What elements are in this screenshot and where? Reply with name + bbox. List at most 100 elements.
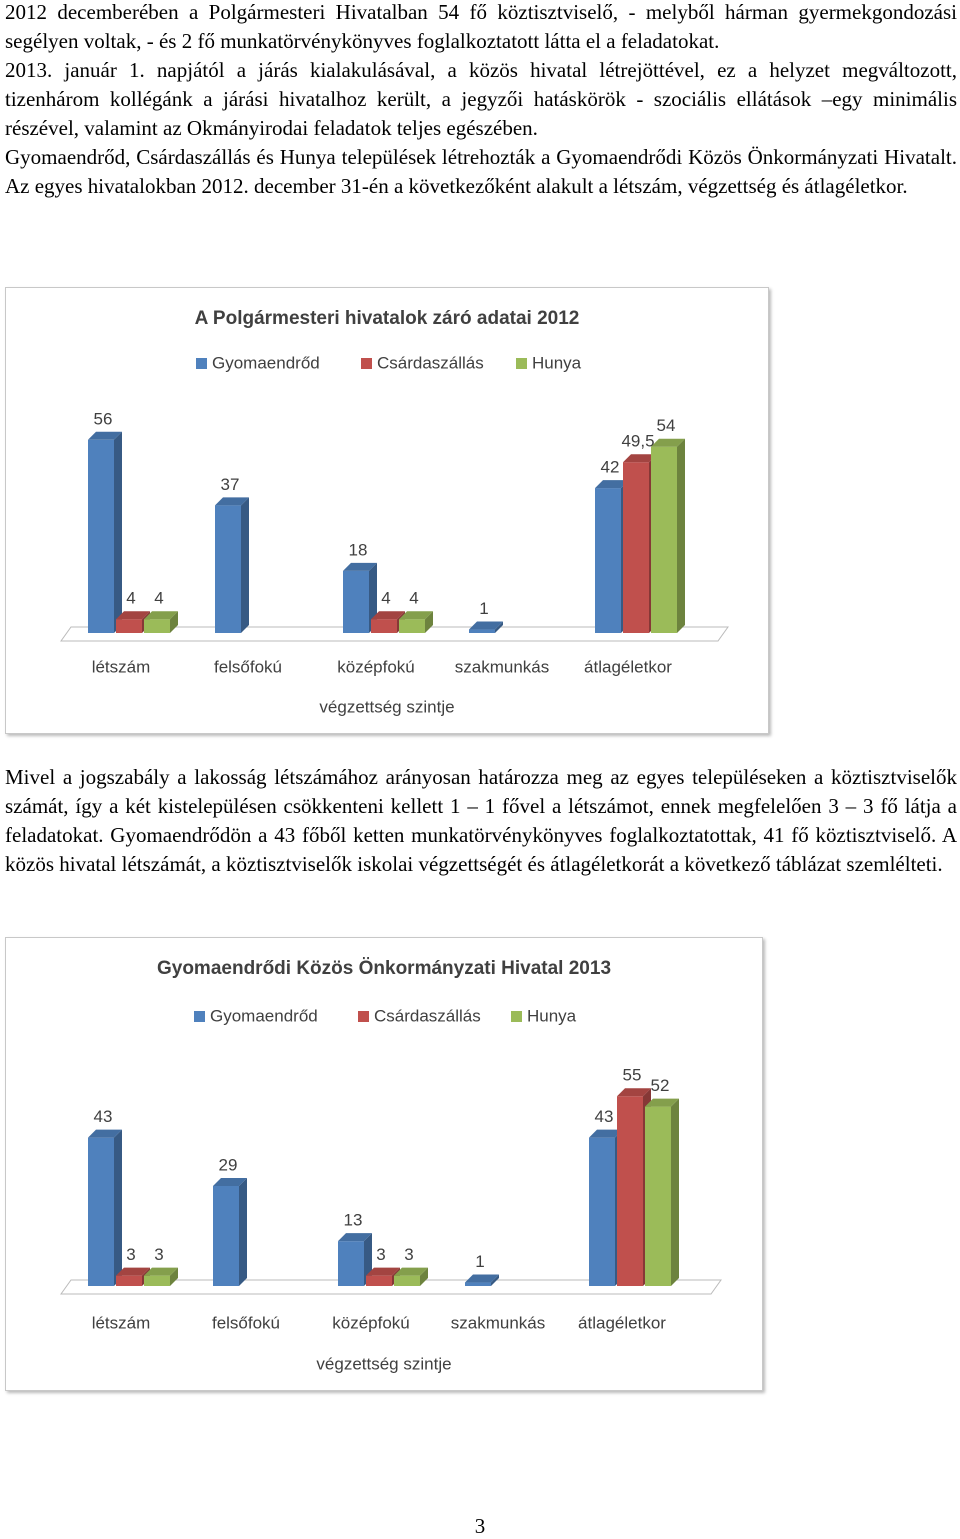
legend-swatch: [516, 358, 527, 369]
x-tick-label: középfokú: [332, 1313, 410, 1332]
bar-top: [88, 1129, 122, 1138]
x-tick-label: szakmunkás: [455, 657, 549, 676]
x-tick-label: létszám: [92, 657, 151, 676]
bar-front: [215, 505, 241, 633]
data-label: 13: [344, 1211, 363, 1230]
paragraph: 2012 decemberében a Polgármesteri Hivata…: [5, 0, 957, 53]
bar: [651, 438, 685, 633]
bar-side: [671, 1098, 679, 1286]
bar-top: [338, 1233, 372, 1242]
x-tick-label: felsőfokú: [212, 1313, 280, 1332]
x-tick-label: átlagéletkor: [584, 657, 672, 676]
bar-top: [144, 1267, 178, 1276]
legend-swatch: [196, 358, 207, 369]
bar-side: [495, 621, 503, 633]
data-label: 4: [409, 589, 418, 608]
bar: [343, 562, 377, 633]
paragraph: 2013. január 1. napjától a járás kialaku…: [5, 58, 957, 140]
data-label: 4: [381, 589, 390, 608]
chart-title: A Polgármesteri hivatalok záró adatai 20…: [195, 308, 580, 329]
data-label: 3: [404, 1245, 413, 1264]
bar-side: [114, 1129, 122, 1286]
bar-front: [343, 570, 369, 633]
x-tick-label: szakmunkás: [451, 1313, 545, 1332]
bar-top: [399, 611, 433, 620]
chart-title: Gyomaendrődi Közös Önkormányzati Hivatal…: [157, 958, 611, 979]
data-label: 49,5: [621, 432, 654, 451]
bar-top: [589, 1129, 623, 1138]
bar: [469, 621, 503, 633]
data-label: 43: [595, 1107, 614, 1126]
bar-top: [469, 621, 503, 630]
bar-front: [399, 619, 425, 633]
bar-side: [239, 1177, 247, 1286]
bar-front: [623, 462, 649, 633]
data-label: 37: [221, 475, 240, 494]
bar-front: [651, 446, 677, 633]
legend-swatch: [511, 1011, 522, 1022]
bar: [144, 611, 178, 633]
bar-top: [215, 497, 249, 506]
bar-front: [88, 439, 114, 633]
data-label: 3: [376, 1245, 385, 1264]
bar: [88, 431, 122, 633]
bar-front: [371, 619, 397, 633]
bar-top: [645, 1098, 679, 1107]
bar-side: [170, 1267, 178, 1286]
bar: [88, 1129, 122, 1286]
bar-front: [116, 1275, 142, 1286]
bar-top: [343, 562, 377, 571]
bar-front: [465, 1282, 491, 1286]
bar-side: [677, 438, 685, 633]
x-axis-title: végzettség szintje: [316, 1354, 451, 1373]
bar-front: [338, 1241, 364, 1286]
bar: [399, 611, 433, 633]
x-tick-label: felsőfokú: [214, 657, 282, 676]
bar: [144, 1267, 178, 1286]
data-label: 29: [219, 1155, 238, 1174]
bar-front: [645, 1106, 671, 1286]
bar-top: [213, 1177, 247, 1186]
bar-top: [366, 1267, 400, 1276]
legend-label: Gyomaendrőd: [212, 353, 320, 372]
bar-top: [116, 611, 150, 620]
bar-side: [170, 611, 178, 633]
x-tick-label: középfokú: [337, 657, 415, 676]
data-label: 4: [126, 589, 135, 608]
bar-top: [88, 431, 122, 440]
bar-front: [595, 488, 621, 633]
bar-side: [425, 611, 433, 633]
paragraph: Mivel a jogszabály a lakosság létszámáho…: [5, 765, 957, 876]
bar: [215, 497, 249, 633]
bar-front: [88, 1137, 114, 1286]
bar-top: [394, 1267, 428, 1276]
page-number: 3: [474, 1514, 486, 1538]
bar-front: [366, 1275, 392, 1286]
bar-front: [144, 619, 170, 633]
bar-top: [651, 438, 685, 447]
data-label: 43: [94, 1107, 113, 1126]
data-label: 56: [94, 409, 113, 428]
text-block: Mivel a jogszabály a lakosság létszámáho…: [5, 763, 957, 879]
bar-top: [465, 1274, 499, 1283]
bar-side: [241, 497, 249, 633]
bar-side: [420, 1267, 428, 1286]
legend-label: Gyomaendrőd: [210, 1006, 318, 1025]
bar-top: [144, 611, 178, 620]
data-label: 3: [154, 1245, 163, 1264]
bar-top: [623, 454, 657, 463]
data-label: 52: [651, 1076, 670, 1095]
data-label: 4: [154, 589, 163, 608]
bar-top: [116, 1267, 150, 1276]
bar-front: [394, 1275, 420, 1286]
data-label: 42: [601, 458, 620, 477]
data-label: 1: [475, 1252, 484, 1271]
bar-side: [491, 1274, 499, 1286]
x-axis-title: végzettség szintje: [319, 697, 454, 716]
bar-front: [469, 629, 495, 633]
bar: [645, 1098, 679, 1286]
data-label: 1: [479, 599, 488, 618]
data-label: 55: [623, 1066, 642, 1085]
legend-swatch: [194, 1011, 205, 1022]
bar: [213, 1177, 247, 1286]
